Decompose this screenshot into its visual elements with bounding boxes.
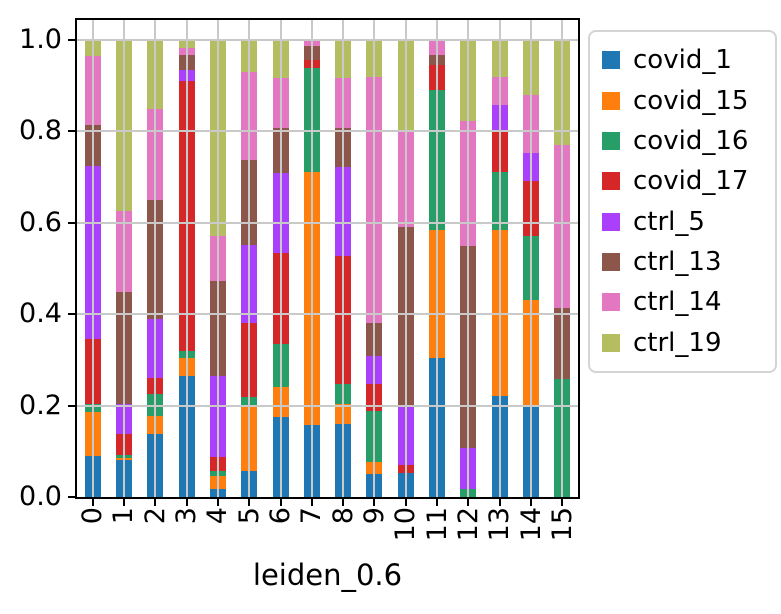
x-tick-3	[185, 499, 188, 506]
plot-inner	[77, 20, 578, 497]
gridline-x-3	[185, 20, 188, 497]
y-tick-label: 0.6	[19, 206, 62, 238]
x-tick-11	[436, 499, 439, 506]
x-tick-label: 14	[515, 507, 547, 542]
y-tick-0.8	[68, 130, 75, 133]
legend-swatch-ctrl_19	[602, 333, 620, 352]
legend-item-covid_17: covid_17	[602, 168, 771, 194]
y-tick-0.0	[68, 496, 75, 498]
y-tick-label: 0.8	[19, 115, 62, 147]
x-tick-label: 11	[421, 507, 453, 542]
bars-container	[77, 40, 578, 497]
y-tick-label: 1.0	[19, 24, 62, 55]
legend-swatch-covid_17	[602, 172, 620, 191]
x-tick-5	[248, 499, 251, 506]
x-tick-2	[154, 499, 157, 506]
x-tick-label: 13	[484, 507, 516, 542]
gridline-x-12	[467, 20, 470, 497]
legend-item-ctrl_13: ctrl_13	[602, 249, 771, 275]
x-tick-label: 9	[358, 507, 390, 525]
x-tick-label: 2	[139, 507, 171, 525]
x-tick-9	[373, 499, 376, 506]
gridline-x-10	[404, 20, 407, 497]
x-tick-label: 8	[327, 507, 359, 525]
legend-item-covid_16: covid_16	[602, 128, 771, 154]
gridline-y-0.8	[77, 130, 578, 133]
x-tick-label: 5	[233, 507, 265, 525]
x-tick-label: 4	[202, 507, 234, 525]
gridline-y-0.4	[77, 313, 578, 316]
legend-label: ctrl_5	[633, 206, 705, 237]
y-tick-label: 0.4	[19, 298, 62, 330]
legend-label: covid_1	[633, 45, 732, 76]
x-axis-title: leiden_0.6	[252, 558, 403, 592]
x-tick-label: 10	[390, 507, 422, 542]
y-tick-label: 0.2	[19, 389, 62, 421]
x-tick-label: 15	[546, 507, 578, 542]
gridline-x-15	[561, 20, 564, 497]
legend-label: covid_15	[633, 85, 749, 116]
gridline-y-0.2	[77, 404, 578, 407]
x-tick-label: 3	[171, 507, 203, 525]
gridline-x-1	[122, 20, 125, 497]
legend-item-ctrl_5: ctrl_5	[602, 209, 771, 235]
gridline-x-0	[91, 20, 94, 497]
legend-label: covid_16	[633, 125, 749, 156]
x-tick-6	[279, 499, 282, 506]
legend-swatch-covid_16	[602, 131, 620, 150]
gridline-x-6	[279, 20, 282, 497]
x-tick-label: 7	[296, 507, 328, 525]
legend-item-ctrl_14: ctrl_14	[602, 289, 771, 315]
x-tick-14	[530, 499, 533, 506]
x-tick-12	[467, 499, 470, 506]
x-tick-label: 6	[265, 507, 297, 525]
y-tick-0.4	[68, 313, 75, 316]
x-tick-10	[404, 499, 407, 506]
gridline-x-8	[342, 20, 345, 497]
x-tick-8	[342, 499, 345, 506]
legend-swatch-ctrl_14	[602, 293, 620, 312]
legend-item-ctrl_19: ctrl_19	[602, 330, 771, 356]
legend-swatch-covid_15	[602, 91, 620, 110]
x-tick-1	[122, 499, 125, 506]
y-tick-label: 0.0	[19, 481, 62, 512]
x-tick-15	[561, 499, 564, 506]
legend-swatch-ctrl_5	[602, 212, 620, 231]
legend-label: covid_17	[633, 166, 749, 197]
gridline-x-7	[310, 20, 313, 497]
gridline-y-1	[77, 39, 578, 41]
gridline-x-4	[216, 20, 219, 497]
legend-label: ctrl_13	[633, 247, 722, 278]
x-tick-label: 1	[108, 507, 140, 525]
legend-item-covid_1: covid_1	[602, 47, 771, 73]
gridline-y-0.6	[77, 221, 578, 224]
legend-swatch-covid_1	[602, 51, 620, 70]
x-tick-13	[498, 499, 501, 506]
y-tick-1.0	[68, 39, 75, 41]
x-tick-0	[91, 499, 94, 506]
x-tick-7	[310, 499, 313, 506]
y-tick-0.2	[68, 404, 75, 407]
legend-label: ctrl_14	[633, 287, 722, 318]
gridline-x-14	[530, 20, 533, 497]
gridline-x-13	[498, 20, 501, 497]
gridline-x-9	[373, 20, 376, 497]
gridline-x-11	[436, 20, 439, 497]
y-tick-0.6	[68, 221, 75, 224]
x-tick-label: 0	[77, 507, 109, 525]
x-tick-label: 12	[452, 507, 484, 542]
legend-item-covid_15: covid_15	[602, 88, 771, 114]
gridline-x-5	[248, 20, 251, 497]
bar-4	[209, 40, 226, 497]
bar-cell-4	[202, 40, 233, 497]
x-tick-4	[216, 499, 219, 506]
legend-swatch-ctrl_13	[602, 253, 620, 272]
plot-area	[75, 18, 580, 499]
legend-label: ctrl_19	[633, 327, 722, 358]
gridline-x-2	[154, 20, 157, 497]
